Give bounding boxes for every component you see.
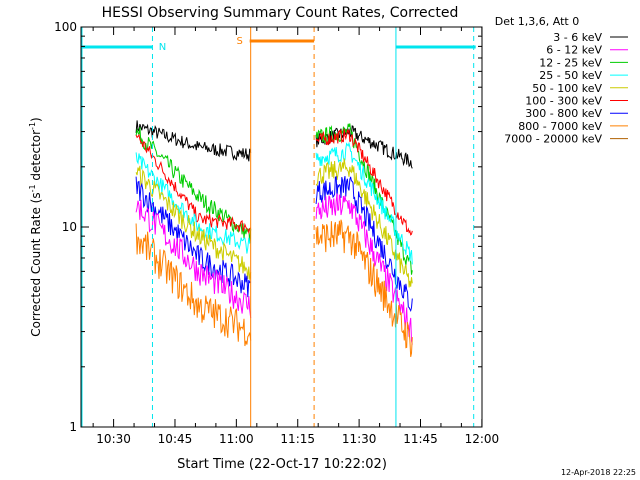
series-line: [135, 120, 252, 162]
legend-entry-label: 800 - 7000 keV: [518, 120, 602, 133]
y-axis-label: Corrected Count Rate (s-1 detector-1): [28, 117, 43, 336]
footer-date: 12-Apr-2018 22:25: [561, 468, 636, 477]
series-line: [135, 165, 252, 280]
x-tick-label: 11:30: [342, 432, 377, 446]
y-axis-label-sup1: -1: [28, 184, 37, 192]
legend-entry-label: 50 - 100 keV: [532, 82, 602, 95]
x-tick-label: 11:15: [280, 432, 315, 446]
night-label: N: [159, 42, 166, 53]
y-axis-label-end: ): [29, 117, 43, 122]
legend-entry-label: 7000 - 20000 keV: [504, 133, 602, 146]
x-tick-label: 10:45: [158, 432, 193, 446]
legend-entry-label: 100 - 300 keV: [525, 95, 602, 108]
legend-entry-label: 12 - 25 keV: [539, 56, 602, 69]
series-line: [135, 199, 252, 319]
y-axis-label-main: Corrected Count Rate (s: [29, 192, 43, 336]
saa-label: S: [236, 36, 242, 47]
y-axis-label-sup2: -1: [28, 122, 37, 130]
series-line: [135, 176, 252, 298]
y-tick-label: 100: [54, 20, 77, 34]
series-line: [135, 133, 252, 235]
series-layer: [135, 120, 413, 358]
legend-entry-label: 25 - 50 keV: [539, 69, 602, 82]
x-tick-label: 12:00: [465, 432, 500, 446]
x-tick-label: 10:30: [96, 432, 131, 446]
plot-frame: [80, 26, 483, 428]
x-axis-label: Start Time (22-Oct-17 10:22:02): [177, 457, 387, 472]
x-tick-label: 11:45: [403, 432, 438, 446]
y-axis-label-mid: detector: [29, 130, 43, 185]
svg-text:Corrected Count Rate (s-1 dete: Corrected Count Rate (s-1 detector-1): [28, 117, 43, 336]
legend-entry-label: 3 - 6 keV: [553, 31, 602, 44]
annotation-layer: NS: [80, 27, 476, 427]
legend-entry-label: 6 - 12 keV: [546, 44, 602, 57]
x-tick-label: 11:00: [219, 432, 254, 446]
y-tick-label: 1: [69, 420, 77, 434]
chart-title: HESSI Observing Summary Count Rates, Cor…: [102, 5, 459, 21]
legend-entry-label: 300 - 800 keV: [525, 107, 602, 120]
series-line: [135, 223, 252, 347]
legend-header: Det 1,3,6, Att 0: [495, 15, 579, 28]
y-tick-label: 10: [62, 220, 77, 234]
axis-ticks: 10:30 10:45 11:00 11:15 11:30 11:45 12:00 1 10 10…: [54, 20, 499, 446]
